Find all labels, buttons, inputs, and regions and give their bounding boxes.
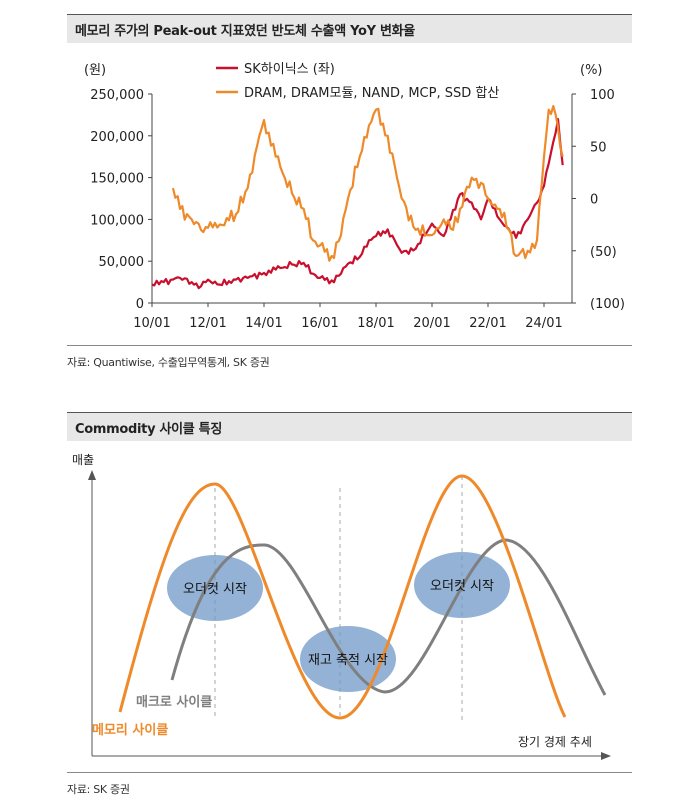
legend-label: SK하이닉스 (좌) [244, 62, 335, 77]
panel2-source: 자료: SK 증권 [67, 783, 130, 796]
order-cut-ellipse-1 [167, 555, 263, 621]
cycle-x-axis-arrow [601, 752, 611, 760]
inventory-label: 재고 축적 시작 [308, 653, 388, 668]
legend-label: DRAM, DRAM모듈, NAND, MCP, SSD 합산 [244, 86, 499, 101]
x-tick-label: 10/01 [133, 316, 170, 331]
inventory-ellipse [300, 626, 396, 692]
macro-cycle-line [170, 538, 607, 696]
panel1-title: 메모리 주가의 Peak-out 지표였던 반도체 수출액 YoY 변화율 [75, 24, 415, 39]
left-tick-label: 100,000 [90, 213, 144, 228]
x-tick-label: 24/01 [525, 316, 562, 331]
sk-hynix-price-line [151, 117, 564, 290]
panel1-title-bar: 메모리 주가의 Peak-out 지표였던 반도체 수출액 YoY 변화율 [67, 14, 632, 43]
panel2-bottom-rule [67, 772, 632, 773]
right-tick-label: (50) [590, 245, 617, 260]
x-tick-label: 12/01 [189, 316, 226, 331]
right-unit-label: (%) [580, 63, 603, 78]
left-tick-label: 250,000 [90, 88, 144, 103]
left-tick-label: 150,000 [90, 172, 144, 187]
left-unit-label: (원) [84, 63, 106, 78]
order-cut-label-2: 오더컷 시작 [430, 579, 494, 594]
order-cut-label-1: 오더컷 시작 [183, 582, 247, 597]
macro-cycle-label: 매크로 사이클 [136, 694, 212, 710]
left-tick-label: 50,000 [99, 255, 145, 270]
x-tick-label: 22/01 [469, 316, 506, 331]
right-tick-label: (100) [590, 297, 625, 312]
cycle-y-label: 매출 [72, 453, 94, 467]
left-tick-label: 200,000 [90, 130, 144, 145]
x-tick-label: 16/01 [301, 316, 338, 331]
right-tick-label: 0 [590, 193, 598, 208]
right-tick-label: 50 [590, 140, 607, 155]
panel1-bottom-rule [67, 345, 632, 346]
panel1-source: 자료: Quantiwise, 수출입무역통계, SK 증권 [67, 356, 270, 369]
cycle-y-axis-arrow [88, 470, 96, 480]
memory-export-yoy-line [171, 104, 564, 262]
x-tick-label: 14/01 [245, 316, 282, 331]
x-tick-label: 18/01 [357, 316, 394, 331]
chart1: 250,000 200,000 150,000 100,000 50,000 0 100 50… [84, 62, 625, 331]
memory-cycle-label: 메모리 사이클 [92, 722, 168, 738]
x-tick-label: 20/01 [413, 316, 450, 331]
left-tick-label: 0 [136, 297, 144, 312]
cycle-x-label: 장기 경제 추세 [518, 735, 592, 749]
right-tick-label: 100 [590, 88, 615, 103]
memory-cycle-line [118, 474, 567, 720]
panel2-title: Commodity 사이클 특징 [75, 422, 222, 437]
panel2-title-bar: Commodity 사이클 특징 [67, 412, 632, 441]
chart2: 매출 장기 경제 추세 오더컷 시작 재고 축적 시작 오더컷 시작 매크로 사… [72, 453, 611, 760]
